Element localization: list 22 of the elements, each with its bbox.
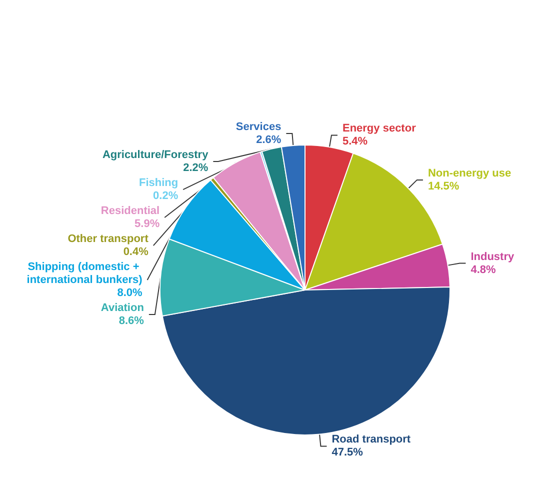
- data-label: 8.6%: [118, 315, 144, 328]
- data-label: 0.2%: [153, 190, 178, 202]
- slice-label: Fishing: [138, 177, 178, 190]
- data-label: 5.9%: [134, 218, 160, 230]
- slice-label: Non-energy use: [428, 167, 512, 180]
- data-label: 14.5%: [428, 180, 460, 192]
- data-label: 5.4%: [342, 136, 368, 148]
- slice-label: Aviation: [100, 302, 144, 314]
- slice-label: Services: [236, 121, 282, 134]
- slice-label: Shipping (domestic + international bunkers): [26, 261, 143, 286]
- data-label: 2.2%: [183, 162, 208, 174]
- slice-label: Other transport: [68, 233, 149, 246]
- slice-label: Agriculture/Forestry: [102, 149, 210, 162]
- slice-label: Residential: [100, 205, 160, 218]
- slice-label: Road transport: [332, 434, 411, 446]
- data-label: 4.8%: [470, 264, 496, 276]
- data-label: 47.5%: [332, 446, 364, 459]
- slice-label: Energy sector: [342, 122, 417, 135]
- slice-label: Industry: [470, 250, 515, 263]
- data-label: 8.0%: [117, 287, 143, 300]
- data-label: 2.6%: [256, 134, 282, 146]
- data-label: 0.4%: [123, 246, 149, 258]
